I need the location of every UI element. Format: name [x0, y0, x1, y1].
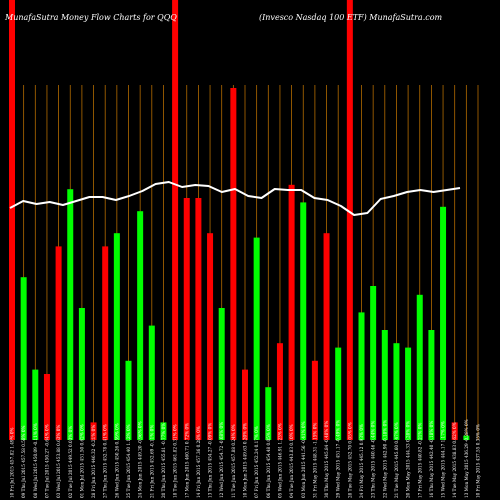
x-tick-label: 31 Fri May 2015 448.31 -1.15% 0% — [312, 423, 317, 498]
x-tick-label: 10 Mon Jun 2015 449.63 0.20% 0% — [243, 423, 248, 498]
x-tick-label: 20 Thu Jun 2015 455.81 -0.77% 0% — [161, 423, 166, 498]
x-tick-label: 17 Fri May 2015 440.82 -0.21% 0% — [417, 423, 422, 498]
x-tick-label: 12 Wed Jun 2015 454.72 -0.68% 0% — [219, 422, 224, 498]
x-tick-label: 17 Mon Jun 2015 460.71 0.72% 0% — [184, 423, 189, 498]
x-tick-label: 28 Tue May 2015 452.70 0.05% 0% — [347, 422, 352, 498]
x-tick-label: 14 Tue May 2015 438.83 0.62% 0% — [452, 422, 457, 498]
x-tick-label: 09 Thu Jul 2015 457.58 0.58% 0% — [21, 426, 26, 498]
bar-up — [335, 347, 342, 440]
x-tick-label: 06 Thu Jun 2015 454.48 0.05% 0% — [266, 424, 271, 498]
x-tick-label: 03 Mon Jun 2015 441.56 -0.41% 0% — [301, 421, 306, 498]
chart-title: MunafaSutra Money Flow Charts for QQQ — [4, 13, 177, 22]
x-tick-label: 13 Thu Jun 2015 454.27 -0.09% 0% — [208, 423, 213, 498]
bar-up — [393, 343, 400, 440]
x-tick-label: 28 Fri Jun 2015 446.32 -0.21% 0% — [91, 425, 96, 498]
x-tick-label: 13 Mon May 2015 436.29 -0.28% 0% — [464, 419, 469, 498]
bar-up — [358, 312, 365, 440]
x-tick-label: 21 Fri Jun 2015 452.69 -0.11% 0% — [149, 425, 154, 498]
x-tick-label: 10 Fri Jul 2015 457.82 1.49% 0% — [10, 427, 15, 498]
x-tick-label: 26 Wed Jun 2015 450.26 0.59% 0% — [114, 423, 119, 498]
bar-up — [416, 294, 423, 440]
bar-down — [172, 0, 179, 440]
bar-up — [265, 387, 272, 440]
bar-up — [125, 360, 132, 440]
x-tick-label: 04 Tue Jun 2015 443.83 0.10% 0% — [289, 424, 294, 498]
x-tick-label: 22 Wed May 2015 442.90 -0.18% 0% — [382, 420, 387, 498]
bar-down — [43, 374, 50, 440]
bar-down — [346, 0, 353, 440]
bar-down — [102, 246, 109, 440]
x-tick-label: 21 Tue May 2015 445.60 0.47% 0% — [394, 422, 399, 498]
bar-up — [32, 369, 39, 440]
x-tick-label: 16 Thu May 2015 442.40 -0.18% 0% — [429, 421, 434, 498]
bar-up — [405, 347, 412, 440]
price-line-layer — [9, 181, 461, 216]
x-tick-label: 08 Wed Jul 2015 450.09 -0.11% 0% — [33, 423, 38, 498]
x-tick-label: 23 Thu May 2015 440.46 -0.44% 0% — [371, 421, 376, 498]
x-tick-label: 20 Mon May 2015 444.33 0.28% 0% — [406, 421, 411, 498]
bar-down — [230, 88, 237, 440]
x-tick-label: 07 Fri Jun 2015 452.24 0.17% 0% — [254, 426, 259, 498]
x-tick-label: 25 Tue Jun 2015 454.40 1.12% 0% — [126, 424, 131, 498]
money-flow-bars — [9, 0, 470, 440]
x-tick-label: 07 Tue Jul 2015 450.27 -0.64% 0% — [45, 424, 50, 498]
x-tick-label: 29 Wed May 2015 451.17 -0.49% 0% — [336, 420, 341, 498]
bar-up — [20, 277, 27, 440]
bar-down — [242, 369, 248, 440]
bar-down — [55, 246, 62, 440]
bar-down — [207, 233, 214, 440]
bar-down — [276, 343, 283, 440]
bar-down — [195, 198, 202, 440]
bar-up — [463, 435, 470, 440]
bar-up — [381, 330, 388, 440]
bar-up — [160, 422, 167, 440]
bar-up — [253, 237, 260, 440]
bar-up — [370, 286, 377, 440]
bar-up — [218, 308, 225, 440]
bar-down — [323, 233, 330, 440]
x-tick-label: 18 Tue Jun 2015 461.82 0.31% 0% — [173, 424, 178, 498]
bar-up — [137, 211, 144, 440]
bar-up — [300, 202, 307, 440]
x-tick-label: 27 Thu Jun 2015 452.78 0.41% 0% — [103, 424, 108, 498]
bar-up — [67, 189, 74, 440]
price-line — [9, 181, 461, 216]
x-tick-label: 10 Fri May 2015 437.55 0.35% 0% — [476, 424, 481, 498]
bar-down — [288, 184, 295, 440]
x-tick-label: 11 Tue Jun 2015 457.88 0.24% 0% — [231, 424, 236, 498]
x-axis-tick-labels: 10 Fri Jul 2015 457.82 1.49% 0% 09 Thu Ju… — [10, 419, 481, 498]
x-tick-label: 03 Wed Jul 2015 453.88 0.63% 0% — [56, 425, 61, 498]
bar-down — [311, 360, 318, 440]
chart-subtitle: (Invesco Nasdaq 100 ETF) MunafaSutra.com — [259, 13, 443, 22]
x-tick-label: 24 Mon Jun 2015 449.20 -0.96% 0% — [138, 421, 143, 498]
bar-up — [428, 330, 435, 440]
x-tick-label: 01 Mon Jul 2015 451.50 0.62% 0% — [79, 424, 84, 498]
bar-down — [183, 198, 190, 440]
bar-down — [451, 422, 458, 440]
x-tick-label: 14 Fri Jun 2015 457.36 0.28% 0% — [196, 426, 201, 498]
x-tick-label: 15 Wed May 2015 444.17 1.17% 0% — [441, 421, 446, 498]
x-tick-label: 30 Thu May 2015 445.84 -0.48% 0% — [324, 421, 329, 498]
x-tick-label: 05 Wed Jun 2015 446.91 1.23% 0% — [277, 423, 282, 498]
bar-down — [9, 0, 15, 440]
bar-down — [90, 422, 97, 440]
bar-up — [148, 325, 155, 440]
bar-up — [440, 206, 447, 440]
bar-up — [113, 233, 120, 440]
bar-up — [78, 308, 85, 440]
x-tick-label: 02 Tue Jul 2015 449.52 0.03% 0% — [68, 426, 73, 498]
x-tick-label: 24 Fri May 2015 445.12 0.93% 0% — [359, 424, 364, 498]
